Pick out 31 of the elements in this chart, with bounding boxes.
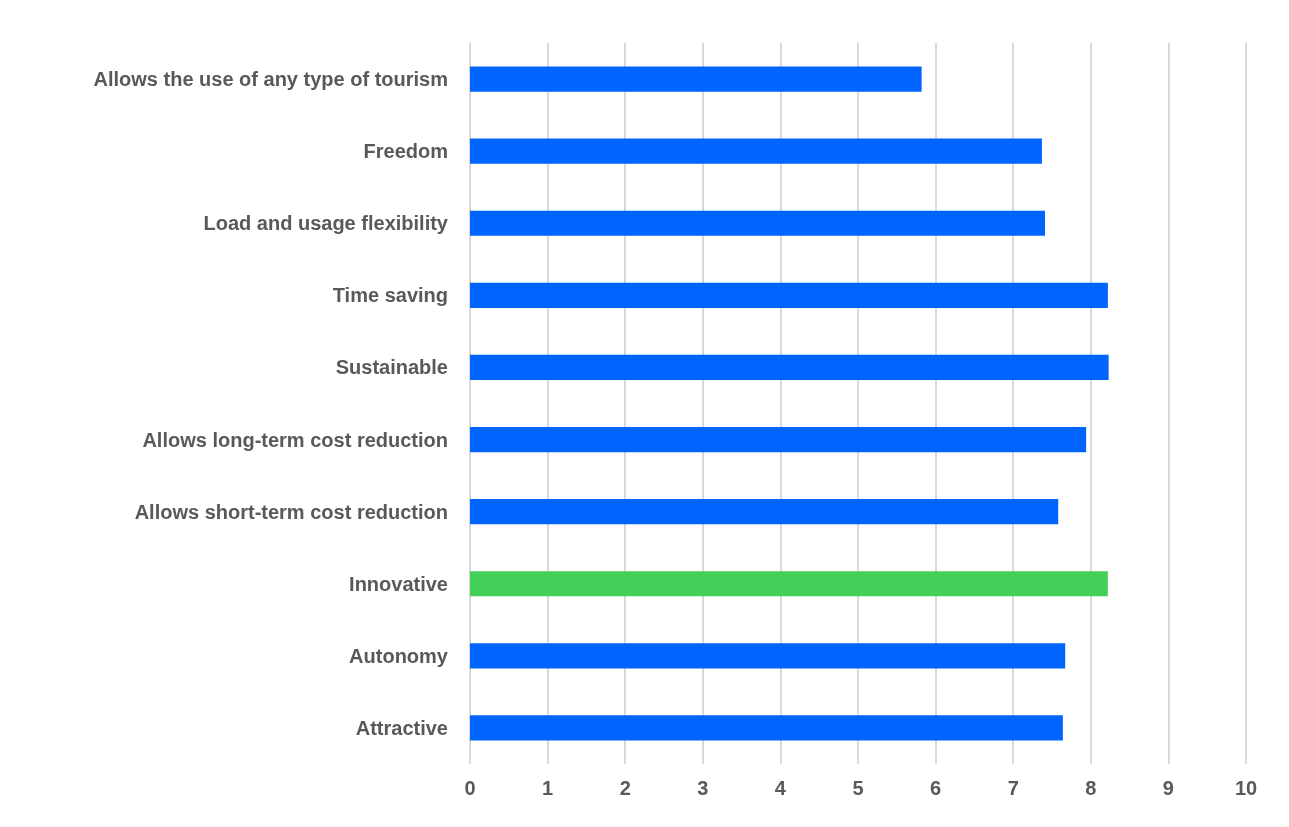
bar xyxy=(470,643,1066,669)
x-tick-label: 5 xyxy=(852,777,864,799)
bar xyxy=(470,282,1108,308)
y-tick-label: Load and usage flexibility xyxy=(203,212,449,235)
y-tick-label: Allows short-term cost reduction xyxy=(134,500,448,523)
bar xyxy=(470,66,922,92)
x-tick-label: 1 xyxy=(542,777,554,799)
x-tick-label: 10 xyxy=(1234,777,1258,799)
y-tick-label: Autonomy xyxy=(349,644,449,667)
bar xyxy=(470,210,1046,236)
y-tick-label: Innovative xyxy=(349,572,448,595)
x-tick-label: 6 xyxy=(930,777,942,799)
bar xyxy=(470,571,1108,597)
bar xyxy=(470,499,1059,525)
x-tick-label: 7 xyxy=(1007,777,1019,799)
x-tick-label: 4 xyxy=(774,777,787,799)
x-tick-label: 3 xyxy=(697,777,709,799)
y-tick-label: Freedom xyxy=(363,140,448,163)
y-tick-label: Allows the use of any type of tourism xyxy=(93,68,448,91)
bar xyxy=(470,354,1109,381)
bar xyxy=(470,138,1042,164)
y-tick-label: Attractive xyxy=(355,716,448,739)
x-tick-label: 2 xyxy=(619,777,631,799)
bar xyxy=(470,715,1063,741)
y-tick-label: Sustainable xyxy=(335,356,448,379)
y-tick-label: Time saving xyxy=(332,284,448,307)
y-tick-label: Allows long-term cost reduction xyxy=(142,428,448,451)
x-tick-label: 0 xyxy=(464,777,476,799)
bar xyxy=(470,426,1087,453)
x-tick-label: 9 xyxy=(1162,777,1174,799)
x-tick-label: 8 xyxy=(1085,777,1097,799)
